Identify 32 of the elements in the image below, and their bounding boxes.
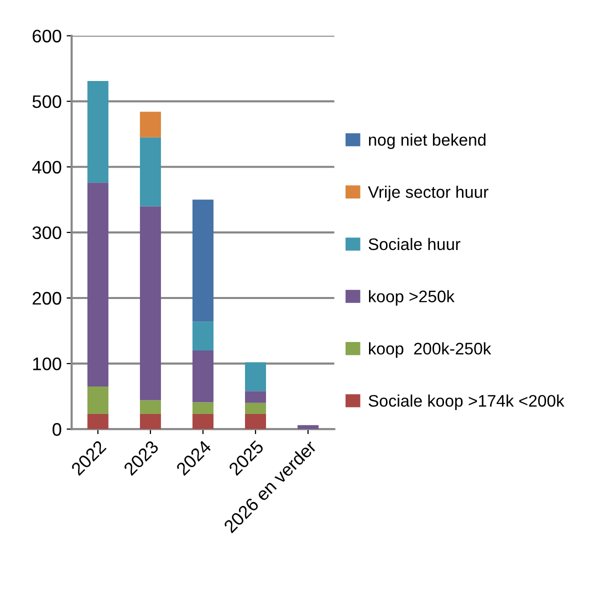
bar bbox=[87, 386, 108, 414]
y-tick-label: 100 bbox=[33, 357, 62, 370]
bar bbox=[192, 402, 214, 414]
bar bbox=[140, 137, 161, 206]
legend-label: Vrije sector huur bbox=[368, 186, 488, 202]
bar bbox=[87, 182, 108, 387]
legend-label: Sociale huur bbox=[368, 238, 460, 250]
bar bbox=[87, 80, 108, 183]
bar bbox=[245, 362, 266, 392]
bar bbox=[192, 414, 214, 430]
bar bbox=[298, 425, 319, 430]
y-tick-label: 500 bbox=[32, 95, 62, 108]
bar bbox=[192, 350, 214, 402]
bar bbox=[245, 402, 266, 414]
y-tick-label: 300 bbox=[32, 226, 62, 240]
bar bbox=[245, 414, 266, 430]
legend-label: koop >250k bbox=[369, 290, 455, 306]
legend-label: nog niet bekend bbox=[369, 134, 486, 150]
y-tick-label: 600 bbox=[32, 30, 62, 42]
bar bbox=[140, 400, 161, 414]
legend-label: Sociale koop >174k <200k bbox=[368, 394, 564, 410]
bar bbox=[140, 112, 161, 138]
y-tick-label: 400 bbox=[32, 160, 62, 174]
y-tick-label: 200 bbox=[32, 292, 62, 305]
bar bbox=[245, 391, 266, 403]
bar bbox=[87, 414, 108, 430]
legend-label: koop 200k-250k bbox=[369, 342, 492, 358]
bar bbox=[192, 322, 214, 350]
bar bbox=[140, 414, 161, 430]
bar bbox=[140, 206, 161, 400]
bar bbox=[192, 200, 214, 322]
y-tick-label: 0 bbox=[52, 423, 62, 436]
